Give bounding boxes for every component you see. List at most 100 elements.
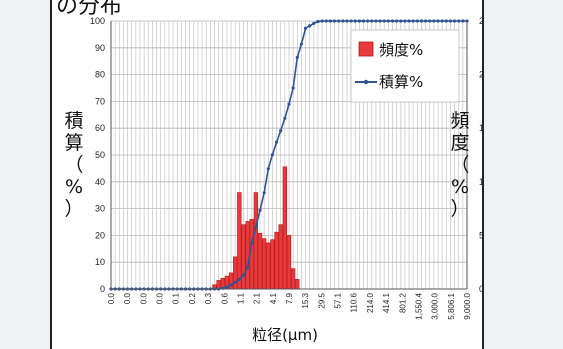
right-axis-char: （ bbox=[450, 154, 470, 176]
bar bbox=[228, 272, 234, 290]
legend-label-line: 積算% bbox=[379, 73, 423, 91]
left-tick-label: 40 bbox=[95, 177, 105, 187]
line-point bbox=[254, 225, 258, 229]
bar bbox=[262, 238, 267, 290]
x-tick-label: 0.6 bbox=[220, 292, 229, 304]
left-tick-label: 80 bbox=[95, 70, 105, 80]
left-tick-label: 30 bbox=[95, 204, 105, 214]
x-tick-label: 15.3 bbox=[301, 292, 310, 308]
bar bbox=[282, 166, 288, 290]
line-point bbox=[428, 19, 432, 23]
x-tick-label: 2.1 bbox=[253, 292, 262, 304]
x-tick-label: 57.1 bbox=[334, 292, 343, 308]
line-point bbox=[291, 86, 295, 90]
x-tick-label: 9,000.0 bbox=[463, 292, 472, 319]
line-point bbox=[320, 19, 324, 23]
line-point bbox=[295, 55, 299, 60]
line-point bbox=[258, 208, 262, 212]
right-axis-char: % bbox=[450, 176, 470, 198]
left-tick-label: 0 bbox=[100, 284, 105, 294]
line-point bbox=[225, 285, 229, 289]
line-point bbox=[370, 19, 374, 23]
bar bbox=[286, 235, 292, 290]
particle-size-chart: 0 10 20 30 40 50 60 70 80 90 100 0 5 10 15 20 25 0.0 0.0 0.… bbox=[90, 16, 482, 344]
line-point bbox=[407, 19, 411, 23]
right-tick-label: 20 bbox=[479, 70, 482, 80]
left-axis-char: ） bbox=[64, 198, 84, 220]
bar bbox=[253, 192, 259, 290]
bar bbox=[266, 242, 271, 290]
legend-label-bar: 頻度% bbox=[379, 41, 423, 59]
line-point bbox=[332, 19, 337, 23]
line-point bbox=[345, 19, 349, 23]
line-point bbox=[279, 129, 283, 133]
x-tick-label: 0.0 bbox=[156, 292, 165, 304]
x-tick-label: 110.6 bbox=[350, 292, 359, 312]
line-point bbox=[312, 21, 316, 26]
left-tick-label: 10 bbox=[95, 257, 105, 267]
right-axis-label: 頻 度 （ % ） bbox=[448, 110, 472, 220]
line-point bbox=[419, 19, 424, 23]
bar bbox=[295, 279, 300, 290]
line-point bbox=[395, 19, 399, 23]
left-axis-char: （ bbox=[64, 154, 84, 176]
line-point bbox=[341, 19, 345, 23]
left-tick-label: 20 bbox=[95, 230, 105, 240]
right-axis-char: ） bbox=[450, 198, 470, 220]
x-tick-label: 0.0 bbox=[107, 292, 116, 304]
right-tick-label: 25 bbox=[479, 16, 482, 26]
line-point bbox=[403, 19, 407, 23]
line-point bbox=[324, 19, 328, 23]
line-point bbox=[233, 280, 237, 284]
x-tick-label: 29.5 bbox=[317, 292, 326, 308]
x-tick-label: 1,550.4 bbox=[414, 292, 423, 319]
left-tick-label: 50 bbox=[95, 150, 105, 160]
line-point bbox=[440, 19, 444, 23]
line-point bbox=[353, 19, 357, 23]
line-point bbox=[366, 19, 370, 23]
line-point bbox=[357, 19, 361, 23]
line-point bbox=[378, 19, 382, 23]
line-point bbox=[237, 277, 241, 281]
right-tick-label: 5 bbox=[479, 230, 482, 240]
left-tick-label: 60 bbox=[95, 123, 105, 133]
line-point bbox=[436, 19, 440, 23]
x-tick-label: 7.9 bbox=[285, 292, 294, 304]
line-point bbox=[448, 19, 453, 23]
left-axis-label: 積 算 （ % ） bbox=[62, 110, 86, 220]
bar bbox=[278, 224, 283, 290]
line-point bbox=[399, 19, 403, 23]
left-tick-label: 70 bbox=[95, 96, 105, 106]
x-tick-label: 1.1 bbox=[236, 292, 245, 304]
legend-swatch-bar bbox=[358, 41, 374, 57]
bar bbox=[274, 231, 279, 290]
chart-frame: の分布 010203040506070809010005101520250.00… bbox=[50, 0, 484, 349]
line-point bbox=[262, 191, 266, 195]
line-point bbox=[250, 241, 254, 245]
line-point bbox=[270, 153, 275, 157]
line-point bbox=[283, 116, 287, 120]
header-fragment: の分布 bbox=[56, 0, 123, 19]
bar bbox=[237, 192, 242, 290]
line-point bbox=[299, 42, 304, 46]
x-tick-label: 5,806.1 bbox=[447, 292, 456, 319]
line-point bbox=[452, 19, 457, 23]
x-tick-label: 0.3 bbox=[204, 292, 213, 304]
bar bbox=[270, 239, 275, 290]
left-tick-label: 100 bbox=[90, 16, 105, 26]
line-point bbox=[461, 19, 465, 23]
line-point bbox=[266, 167, 270, 171]
x-tick-label: 0.0 bbox=[123, 292, 132, 304]
line-point bbox=[274, 140, 279, 144]
bar bbox=[257, 232, 263, 290]
x-tick-label: 0.2 bbox=[188, 292, 197, 304]
line-point bbox=[415, 19, 419, 23]
line-point bbox=[411, 19, 415, 23]
line-point bbox=[316, 19, 320, 24]
line-point bbox=[374, 19, 378, 23]
line-point bbox=[287, 102, 291, 106]
line-point bbox=[386, 19, 390, 23]
bar bbox=[290, 268, 296, 290]
left-axis-char: 積 bbox=[64, 110, 84, 132]
legend-marker bbox=[363, 79, 369, 85]
